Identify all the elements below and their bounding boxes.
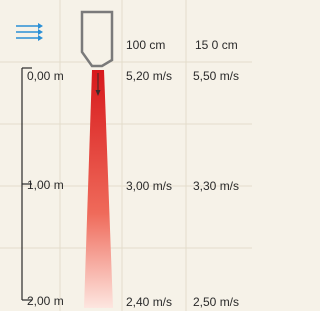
speed-label: 5,50 m/s (193, 69, 239, 83)
speed-label: 3,30 m/s (193, 179, 239, 193)
speed-label: 2,50 m/s (193, 295, 239, 309)
speed-label: 2,40 m/s (126, 295, 172, 309)
column-header: 100 cm (126, 38, 165, 52)
distance-label: 1,00 m (27, 178, 64, 192)
diffuser (82, 12, 112, 66)
page: {"columns": ["100 cm", "15 0 cm"], "rows… (0, 0, 252, 311)
diagram: 100 cm 15 0 cm 0,00 m 5,20 m/s 5,50 m/s … (0, 0, 252, 311)
air-inlet-arrows (16, 23, 43, 41)
column-header: 15 0 cm (195, 38, 238, 52)
air-jet (84, 70, 113, 308)
speed-label: 3,00 m/s (126, 179, 172, 193)
distance-label: 2,00 m (27, 294, 64, 308)
speed-label: 5,20 m/s (126, 69, 172, 83)
distance-label: 0,00 m (27, 69, 64, 83)
